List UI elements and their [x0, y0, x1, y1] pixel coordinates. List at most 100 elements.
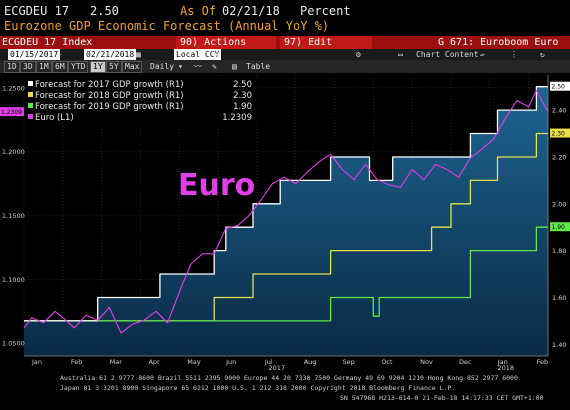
- x-tick-label: Feb: [537, 358, 549, 366]
- header-bar: ECGDEU 17 2.50 As Of 02/21/18 Percent Eu…: [0, 0, 570, 36]
- legend-item[interactable]: Euro (L1) 1.2309: [28, 113, 256, 124]
- x-year-label: 2018: [498, 364, 515, 370]
- end-date-field[interactable]: 02/21/2018: [84, 49, 137, 60]
- euro-annotation: Euro: [178, 168, 255, 203]
- footer: Australia 61 2 9777 8600 Brazil 5511 239…: [0, 370, 570, 410]
- x-tick-label: Jan: [31, 358, 42, 366]
- left-tick-label: 1.2000: [2, 148, 25, 156]
- last-value: 2.50: [90, 4, 119, 18]
- chevron-down-icon[interactable]: ▾: [178, 62, 183, 71]
- series-line: [23, 89, 549, 334]
- legend-item[interactable]: Forecast for 2018 GDP growth (R1) 2.30: [28, 91, 256, 102]
- right-tick-label: 2.00: [552, 200, 566, 208]
- x-tick-label: Nov: [420, 358, 433, 366]
- right-tick-label: 1.60: [552, 294, 566, 302]
- save-icon[interactable]: ▭: [398, 50, 403, 59]
- footer-contacts-1: Australia 61 2 9777 8600 Brazil 5511 239…: [60, 374, 518, 382]
- legend-swatch: [28, 92, 33, 97]
- legend-item[interactable]: Forecast for 2017 GDP growth (R1) 2.50: [28, 80, 256, 91]
- series-line: [24, 132, 548, 322]
- period-5y[interactable]: 5Y: [106, 61, 122, 73]
- units-label: Percent: [300, 4, 351, 18]
- legend-value: 2.30: [233, 91, 252, 101]
- range-separator: -: [58, 50, 63, 59]
- legend-label: Forecast for 2018 GDP growth (R1): [35, 91, 184, 101]
- series-lines: [23, 86, 549, 334]
- legend-swatch: [28, 81, 33, 86]
- legend-swatch: [28, 114, 33, 119]
- tag-2019-forecast: 1.90: [552, 224, 566, 231]
- period-ytd[interactable]: YTD: [68, 61, 89, 73]
- tag-2018-forecast: 2.30: [552, 131, 566, 138]
- currency-select[interactable]: Local CCY: [174, 49, 222, 60]
- as-of-label: As Of: [180, 4, 217, 18]
- left-tick-label: 1.1000: [2, 276, 25, 284]
- legend-value: 1.90: [233, 102, 252, 112]
- index-label: ECGDEU 17 Index: [2, 37, 93, 48]
- period-max[interactable]: Max: [122, 61, 143, 73]
- tag-2017-forecast-box: [550, 81, 570, 91]
- series-line: [24, 226, 548, 322]
- left-tick-label: 1.0500: [2, 340, 25, 348]
- x-tick-label: Aug: [304, 358, 317, 366]
- edit-button[interactable]: 97) Edit: [280, 36, 373, 49]
- left-tick-label: 1.1500: [2, 212, 25, 220]
- ticker: ECGDEU 17: [4, 4, 70, 18]
- date-range-bar: 01/15/2017 - 02/21/2018 ▦ Local CCY ▾ ⚙ …: [0, 49, 570, 60]
- left-axis: 1.0500 1.1000 1.1500 1.2000 1.2500 1.2309: [0, 84, 25, 348]
- interval-select[interactable]: Daily: [150, 62, 175, 71]
- period-bar: 1D 3D 1M 6M YTD 1Y 5Y Max Daily ▾ 〰 ✎ ▤ …: [0, 60, 570, 73]
- x-tick-label: Oct: [381, 358, 393, 366]
- tag-2019-forecast-box: [550, 222, 570, 232]
- chart-content-label[interactable]: Chart Content: [416, 50, 479, 59]
- x-axis: Jan Feb Mar Apr May Jun Jul Aug Sep Oct Nov Dec Jan F…: [24, 355, 549, 370]
- x-year-label: 2017: [269, 364, 286, 370]
- right-tick-label: 1.40: [552, 341, 566, 349]
- right-tick-label: 1.80: [552, 247, 566, 255]
- legend-label: Forecast for 2017 GDP growth (R1): [35, 80, 184, 90]
- grid-icon[interactable]: ⋮: [510, 50, 518, 59]
- x-tick-label: Jul: [264, 358, 273, 366]
- x-tick-label: Jan: [497, 358, 508, 366]
- period-1m[interactable]: 1M: [36, 61, 52, 73]
- table-toggle[interactable]: Table: [246, 62, 271, 71]
- draw-icon[interactable]: ✎: [212, 62, 217, 71]
- x-tick-label: Dec: [459, 358, 472, 366]
- legend-value: 2.50: [233, 80, 252, 90]
- settings-icon[interactable]: ⚙: [356, 50, 361, 59]
- left-tick-label: 1.2500: [2, 84, 25, 92]
- x-tick-label: Apr: [148, 358, 160, 366]
- period-1d[interactable]: 1D: [4, 61, 20, 73]
- x-tick-label: Feb: [71, 358, 83, 366]
- right-tick-label: 2.20: [552, 153, 566, 161]
- as-of-date: 02/21/18: [222, 4, 280, 18]
- line-style-icon[interactable]: 〰: [194, 62, 202, 71]
- footer-serial: SN 547968 H213-614-0 21-Feb-18 14:17:33 …: [340, 394, 544, 402]
- forecast-area: [24, 86, 548, 356]
- forecast-2017-area: [24, 86, 548, 356]
- actions-button[interactable]: 90) Actions: [176, 36, 277, 49]
- legend-swatch: [28, 103, 33, 108]
- page-title: G 671: Euroboom Euro: [438, 37, 559, 48]
- period-3d[interactable]: 3D: [20, 61, 36, 73]
- period-1y[interactable]: 1Y: [90, 61, 106, 73]
- tag-2018-forecast-box: [550, 128, 570, 138]
- legend: Forecast for 2017 GDP growth (R1) 2.50 For…: [26, 78, 258, 126]
- x-tick-label: Mar: [110, 358, 123, 366]
- share-icon[interactable]: ▱: [480, 50, 485, 59]
- legend-label: Forecast for 2019 GDP growth (R1): [35, 102, 184, 112]
- period-6m[interactable]: 6M: [52, 61, 68, 73]
- series-line: [24, 86, 548, 322]
- chart-subtitle: Eurozone GDP Economic Forecast (Annual Y…: [4, 19, 330, 33]
- calendar-icon[interactable]: ▦: [136, 50, 141, 59]
- footer-contacts-2: Japan 81 3 3201 8900 Singapore 65 6212 1…: [60, 384, 456, 392]
- info-icon[interactable]: ↻: [540, 50, 545, 59]
- start-date-field[interactable]: 01/15/2017: [8, 49, 61, 60]
- tag-euro: 1.2309: [1, 109, 22, 116]
- legend-item[interactable]: Forecast for 2019 GDP growth (R1) 1.90: [28, 102, 256, 113]
- x-tick-label: May: [187, 358, 201, 366]
- table-icon[interactable]: ▤: [232, 62, 237, 71]
- chevron-down-icon[interactable]: ▾: [214, 50, 219, 59]
- legend-label: Euro (L1): [35, 113, 74, 123]
- right-axis: 1.40 1.60 1.80 2.00 2.20 2.40 2.50 2.30 1.90: [547, 75, 570, 356]
